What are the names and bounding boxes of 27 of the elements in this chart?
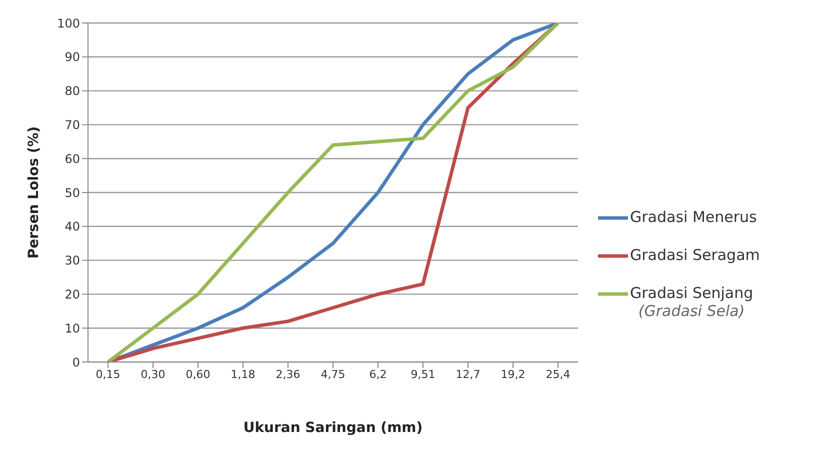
legend-label: Gradasi Seragam	[630, 246, 760, 264]
legend-label: Gradasi Menerus	[630, 208, 757, 226]
x-tick-label: 1,18	[230, 368, 256, 381]
x-tick-label: 4,75	[320, 368, 346, 381]
x-tick-label: 0,30	[140, 368, 166, 381]
y-tick-label: 60	[64, 152, 80, 166]
x-tick-label: 12,7	[456, 368, 480, 381]
x-tick-label: 19,2	[500, 368, 526, 381]
y-tick-label: 0	[72, 355, 80, 370]
y-tick-label: 30	[64, 254, 80, 268]
y-tick-label: 80	[64, 84, 80, 98]
y-axis-title: Persen Lolos (%)	[26, 126, 42, 259]
x-tick-label: 0,15	[96, 368, 120, 381]
y-tick-label: 20	[64, 287, 80, 302]
y-tick-label: 40	[64, 220, 80, 234]
y-tick-label: 50	[64, 186, 80, 200]
x-tick-label: 9,51	[410, 368, 436, 381]
x-tick-label: 0,60	[186, 368, 210, 381]
x-tick-label: 6,2	[369, 368, 387, 381]
y-tick-label: 90	[64, 50, 80, 64]
y-tick-label: 70	[64, 118, 80, 132]
y-tick-label: 100	[57, 16, 80, 30]
y-tick-label: 10	[64, 321, 80, 336]
x-tick-label: 2,36	[276, 368, 300, 381]
legend-label: Gradasi Senjang (Gradasi Sela)	[630, 284, 754, 320]
x-axis-title: Ukuran Saringan (mm)	[243, 420, 423, 436]
x-tick-label: 25,4	[546, 368, 570, 381]
